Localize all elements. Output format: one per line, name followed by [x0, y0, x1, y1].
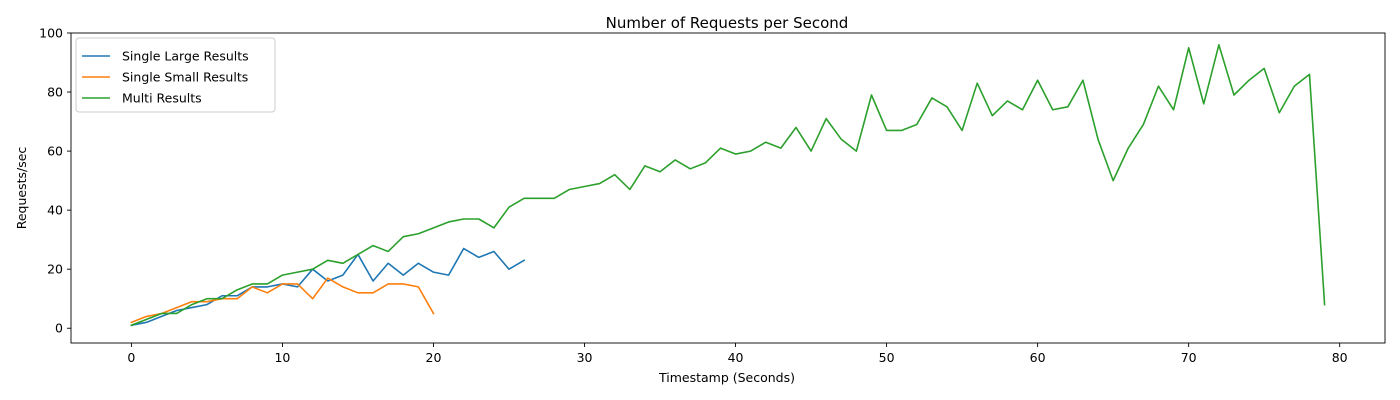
x-tick-label: 0 — [127, 350, 135, 365]
y-axis: 0 20 40 60 80 100 — [39, 26, 71, 336]
y-tick-label: 40 — [47, 203, 63, 218]
chart-title: Number of Requests per Second — [606, 14, 849, 32]
x-tick-label: 50 — [879, 350, 895, 365]
x-axis-label: Timestamp (Seconds) — [658, 370, 795, 385]
legend-box — [75, 37, 276, 113]
plot-frame — [70, 32, 1386, 344]
y-tick-label: 60 — [47, 144, 63, 159]
legend: Single Large Results Single Small Results… — [75, 37, 276, 113]
x-tick-label: 80 — [1332, 350, 1348, 365]
legend-label-2: Multi Results — [122, 91, 202, 106]
legend-label-1: Single Small Results — [122, 70, 248, 85]
x-tick-label: 10 — [274, 350, 290, 365]
y-tick-label: 20 — [47, 262, 63, 277]
series-line-1 — [130, 277, 435, 324]
x-tick-label: 40 — [728, 350, 744, 365]
x-tick-label: 60 — [1030, 350, 1046, 365]
x-tick-label: 20 — [426, 350, 442, 365]
y-axis-label: Requests/sec — [14, 147, 29, 230]
series-layer — [130, 44, 1326, 327]
y-tick-label: 80 — [47, 85, 63, 100]
y-tick-label: 100 — [39, 26, 63, 41]
series-line-2 — [130, 44, 1326, 327]
series-line-0 — [130, 247, 526, 327]
x-axis: 0 10 20 30 40 50 60 70 80 — [127, 343, 1348, 365]
x-tick-label: 30 — [577, 350, 593, 365]
y-tick-label: 0 — [55, 321, 63, 336]
x-tick-label: 70 — [1181, 350, 1197, 365]
legend-label-0: Single Large Results — [122, 49, 249, 64]
